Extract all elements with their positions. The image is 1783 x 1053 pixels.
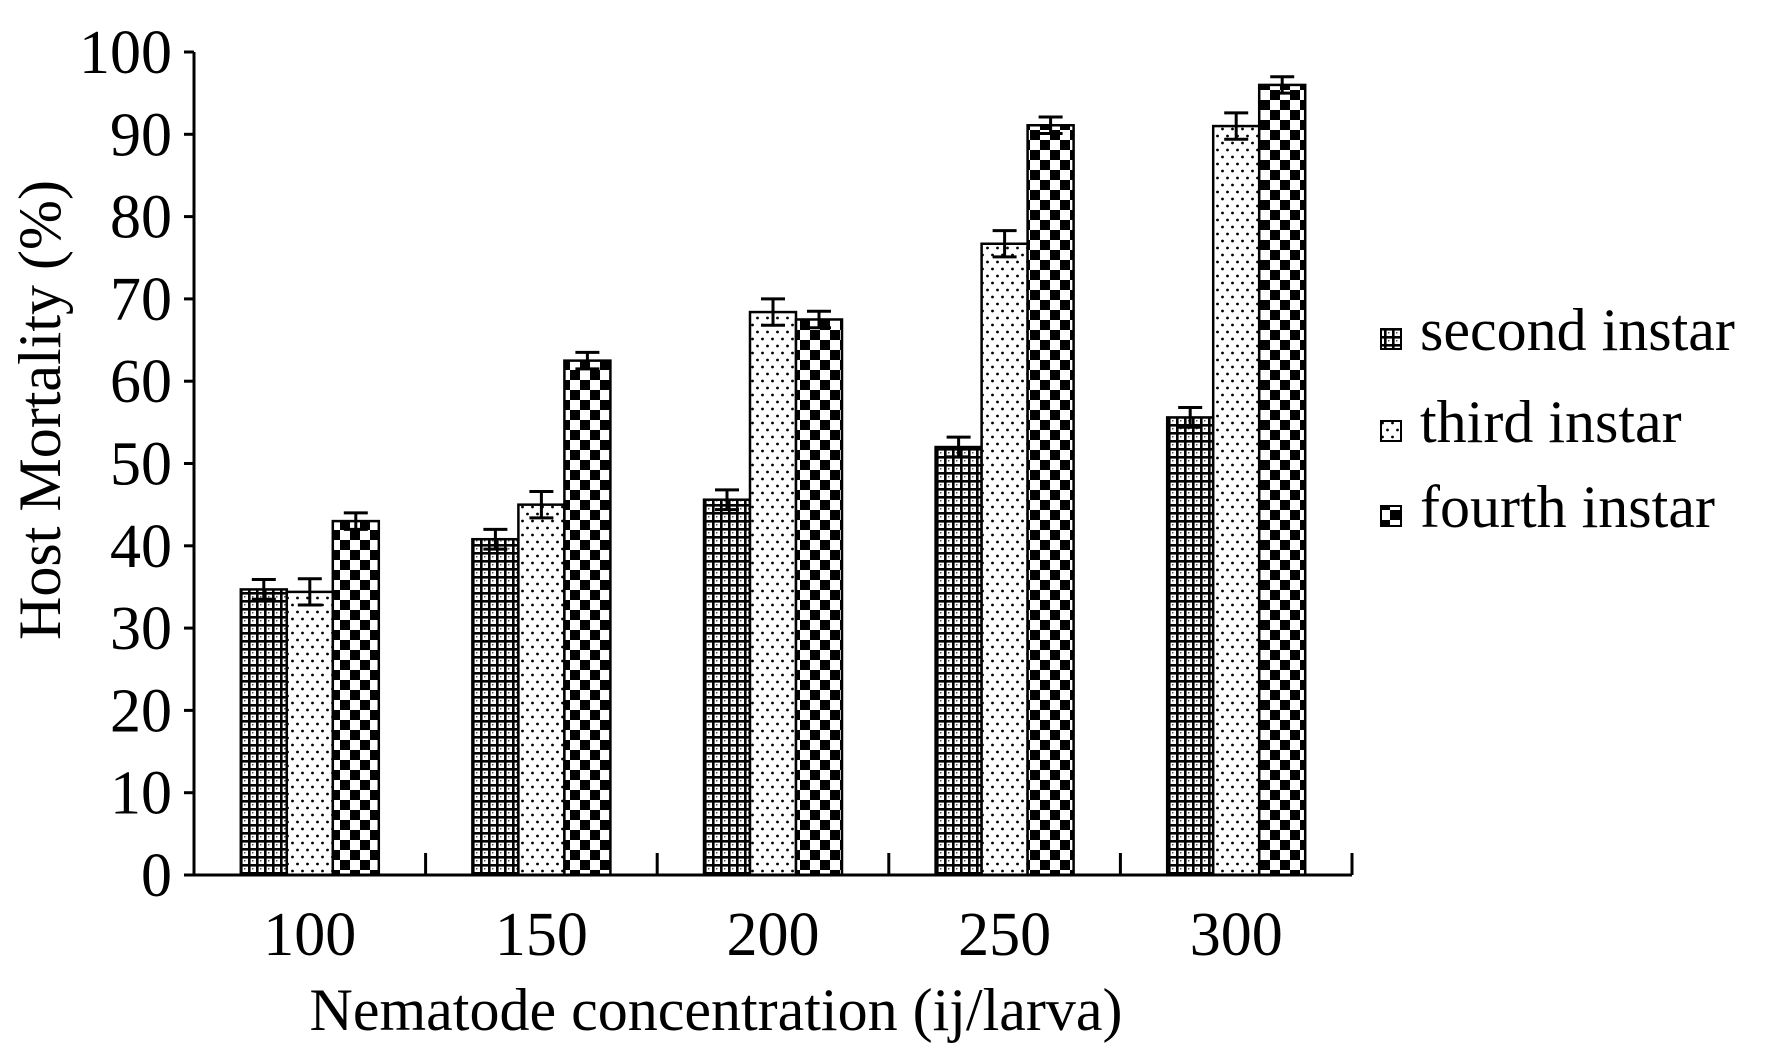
x-tick-label: 300 xyxy=(1190,901,1283,969)
x-tick-label: 100 xyxy=(263,901,356,969)
series-grid xyxy=(239,406,1215,877)
bar xyxy=(285,590,335,877)
y-tick-label: 100 xyxy=(79,19,172,87)
y-tick-label: 20 xyxy=(110,677,172,745)
bar xyxy=(239,588,289,877)
x-axis: 100 150 200 250 300 xyxy=(194,853,1354,969)
bar xyxy=(1026,123,1075,877)
plot-area xyxy=(239,75,1307,877)
y-tick-label: 90 xyxy=(110,101,172,169)
x-tick-label: 150 xyxy=(495,901,588,969)
bar xyxy=(934,445,983,877)
bar xyxy=(1211,124,1261,877)
bar xyxy=(748,310,798,877)
x-tick-label: 200 xyxy=(727,901,820,969)
bar xyxy=(980,242,1029,877)
legend-item: second instar xyxy=(1380,297,1735,363)
x-tick-label: 250 xyxy=(958,901,1051,969)
bar xyxy=(794,318,844,877)
legend: second instar third instar fourth instar xyxy=(1380,297,1735,540)
y-tick-label: 10 xyxy=(110,760,172,828)
y-tick-label: 50 xyxy=(110,431,172,499)
legend-swatch xyxy=(1380,420,1402,442)
y-tick-label: 80 xyxy=(110,184,172,252)
x-axis-title: Nematode concentration (ij/larva) xyxy=(310,977,1123,1043)
bar xyxy=(1257,83,1307,877)
legend-item: third instar xyxy=(1380,389,1682,455)
y-axis-title: Host Mortality (%) xyxy=(7,180,73,640)
y-tick-label: 70 xyxy=(110,266,172,334)
legend-label: third instar xyxy=(1420,389,1682,455)
bar xyxy=(517,503,566,877)
series-dots xyxy=(285,111,1261,877)
bar xyxy=(331,519,381,877)
series-checker xyxy=(331,75,1307,877)
legend-swatch xyxy=(1380,505,1402,527)
legend-item: fourth instar xyxy=(1380,474,1715,540)
y-axis: 0 10 20 30 40 50 60 70 80 90 100 xyxy=(79,19,196,910)
bar xyxy=(563,359,612,877)
bar xyxy=(471,537,520,877)
legend-label: fourth instar xyxy=(1420,474,1715,540)
legend-swatch xyxy=(1380,328,1402,350)
bar xyxy=(702,498,752,877)
y-tick-label: 60 xyxy=(110,348,172,416)
y-tick-label: 40 xyxy=(110,513,172,581)
legend-label: second instar xyxy=(1420,297,1735,363)
y-tick-label: 30 xyxy=(110,595,172,663)
bar xyxy=(1165,416,1215,877)
y-tick-label: 0 xyxy=(141,842,172,910)
